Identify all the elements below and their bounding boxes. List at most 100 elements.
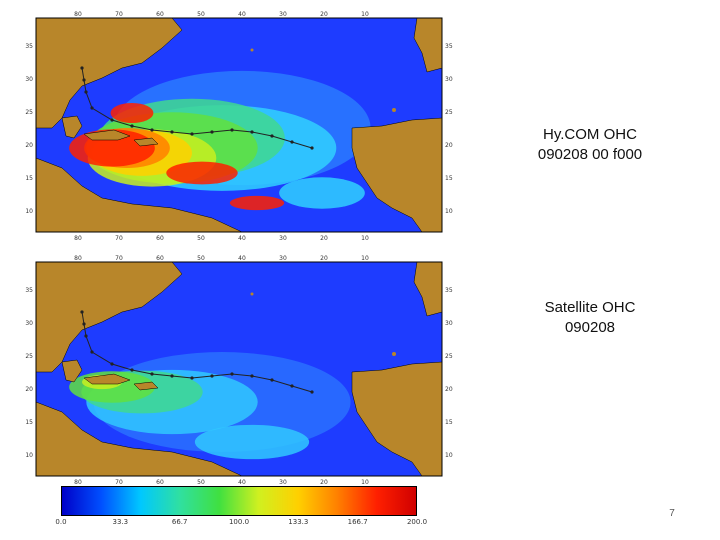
longitude-label: 60 bbox=[156, 11, 164, 18]
storm-track-point bbox=[250, 374, 254, 378]
longitude-label: 80 bbox=[74, 255, 82, 262]
europe-land bbox=[413, 262, 442, 317]
storm-track-point bbox=[84, 90, 88, 94]
storm-track-point bbox=[82, 322, 86, 326]
longitude-label: 40 bbox=[238, 235, 246, 242]
longitude-label: 50 bbox=[197, 235, 205, 242]
island-land bbox=[392, 108, 396, 112]
ohc-colorbar: 0.0 33.3 66.7 100.0 133.3 166.7 200.0 bbox=[55, 482, 427, 532]
storm-track-point bbox=[230, 372, 234, 376]
longitude-label: 60 bbox=[156, 479, 164, 486]
longitude-label: 50 bbox=[197, 479, 205, 486]
latitude-label: 25 bbox=[25, 353, 33, 360]
latitude-label: 35 bbox=[25, 43, 33, 50]
satellite-caption-date: 090208 bbox=[564, 319, 616, 336]
colorbar-tick-label: 166.7 bbox=[347, 518, 368, 526]
longitude-label: 80 bbox=[74, 11, 82, 18]
longitude-label: 20 bbox=[320, 255, 328, 262]
page-number: 7 bbox=[669, 508, 675, 519]
satellite-caption-title: Satellite OHC bbox=[544, 299, 636, 316]
hispaniola-land bbox=[133, 381, 159, 391]
latitude-label: 20 bbox=[25, 142, 33, 149]
bermuda-land bbox=[250, 48, 254, 52]
florida-land bbox=[61, 359, 83, 383]
hycom-ohc-caption: Hy.COM OHC 090208 00 f000 bbox=[490, 125, 690, 165]
satellite-ohc-map: 80 80 70 70 60 60 50 50 40 40 30 30 20 20 10 10 35 30 25 20… bbox=[22, 252, 454, 487]
longitude-label: 10 bbox=[361, 11, 369, 18]
longitude-label: 60 bbox=[156, 255, 164, 262]
longitude-label: 80 bbox=[74, 235, 82, 242]
colorbar-tick-label: 100.0 bbox=[228, 518, 250, 526]
satellite-ohc-caption: Satellite OHC 090208 bbox=[490, 298, 690, 338]
ohc-field-region bbox=[166, 161, 238, 185]
storm-track-point bbox=[110, 118, 114, 122]
longitude-label: 50 bbox=[197, 255, 205, 262]
longitude-label: 40 bbox=[238, 255, 246, 262]
storm-track-point bbox=[190, 132, 194, 136]
longitude-label: 20 bbox=[320, 11, 328, 18]
north-america-land bbox=[36, 262, 183, 373]
latitude-label: 10 bbox=[25, 452, 33, 459]
latitude-label: 30 bbox=[445, 76, 453, 83]
colorbar-tick-label: 0.0 bbox=[55, 518, 67, 526]
ohc-field-region bbox=[110, 103, 154, 123]
longitude-label: 10 bbox=[361, 235, 369, 242]
latitude-label: 35 bbox=[25, 287, 33, 294]
hycom-ohc-map: 80 80 70 70 60 60 50 50 40 40 30 30 20 20 10 10 35 30 25 20… bbox=[22, 8, 454, 243]
longitude-label: 70 bbox=[115, 479, 123, 486]
africa-land bbox=[351, 117, 442, 232]
storm-track-point bbox=[210, 374, 214, 378]
storm-track-point bbox=[90, 106, 94, 110]
longitude-label: 70 bbox=[115, 235, 123, 242]
latitude-label: 20 bbox=[445, 142, 453, 149]
storm-track-point bbox=[150, 372, 154, 376]
storm-track-point bbox=[290, 384, 294, 388]
latitude-label: 30 bbox=[25, 320, 33, 327]
longitude-label: 40 bbox=[238, 479, 246, 486]
colorbar-tick-label: 200.0 bbox=[406, 518, 428, 526]
storm-track-point bbox=[82, 78, 86, 82]
map-frame bbox=[35, 17, 443, 233]
latitude-label: 15 bbox=[25, 419, 33, 426]
colorbar-gradient bbox=[61, 486, 417, 516]
florida-land bbox=[61, 115, 83, 139]
storm-track-point bbox=[190, 376, 194, 380]
latitude-label: 30 bbox=[445, 320, 453, 327]
storm-track-point bbox=[84, 334, 88, 338]
storm-track-point bbox=[210, 130, 214, 134]
island-land bbox=[392, 352, 396, 356]
longitude-label: 80 bbox=[74, 479, 82, 486]
cuba-land bbox=[83, 129, 131, 141]
latitude-label: 20 bbox=[25, 386, 33, 393]
storm-track-point bbox=[130, 368, 134, 372]
storm-track-point bbox=[250, 130, 254, 134]
latitude-label: 15 bbox=[445, 419, 453, 426]
hycom-caption-date: 090208 00 f000 bbox=[537, 146, 643, 163]
storm-track-point bbox=[270, 378, 274, 382]
latitude-label: 10 bbox=[445, 452, 453, 459]
latitude-label: 25 bbox=[25, 109, 33, 116]
latitude-label: 35 bbox=[445, 43, 453, 50]
latitude-label: 10 bbox=[445, 208, 453, 215]
storm-track-point bbox=[270, 134, 274, 138]
north-america-land bbox=[36, 18, 183, 129]
longitude-label: 70 bbox=[115, 255, 123, 262]
storm-track-point bbox=[80, 66, 84, 70]
hycom-ohc-map-svg: 80 80 70 70 60 60 50 50 40 40 30 30 20 20 10 10 35 30 25 20… bbox=[25, 11, 453, 242]
latitude-label: 15 bbox=[445, 175, 453, 182]
longitude-label: 70 bbox=[115, 11, 123, 18]
ohc-field-region bbox=[229, 195, 285, 211]
storm-track-point bbox=[170, 374, 174, 378]
south-america-land bbox=[36, 157, 243, 232]
storm-track-point bbox=[310, 390, 314, 394]
longitude-label: 30 bbox=[279, 479, 287, 486]
cuba-land bbox=[83, 373, 131, 385]
latitude-label: 25 bbox=[445, 353, 453, 360]
longitude-label: 30 bbox=[279, 255, 287, 262]
storm-track-point bbox=[310, 146, 314, 150]
longitude-label: 20 bbox=[320, 235, 328, 242]
longitude-label: 50 bbox=[197, 11, 205, 18]
africa-land bbox=[351, 361, 442, 476]
satellite-ohc-map-svg: 80 80 70 70 60 60 50 50 40 40 30 30 20 20 10 10 35 30 25 20… bbox=[25, 255, 453, 486]
